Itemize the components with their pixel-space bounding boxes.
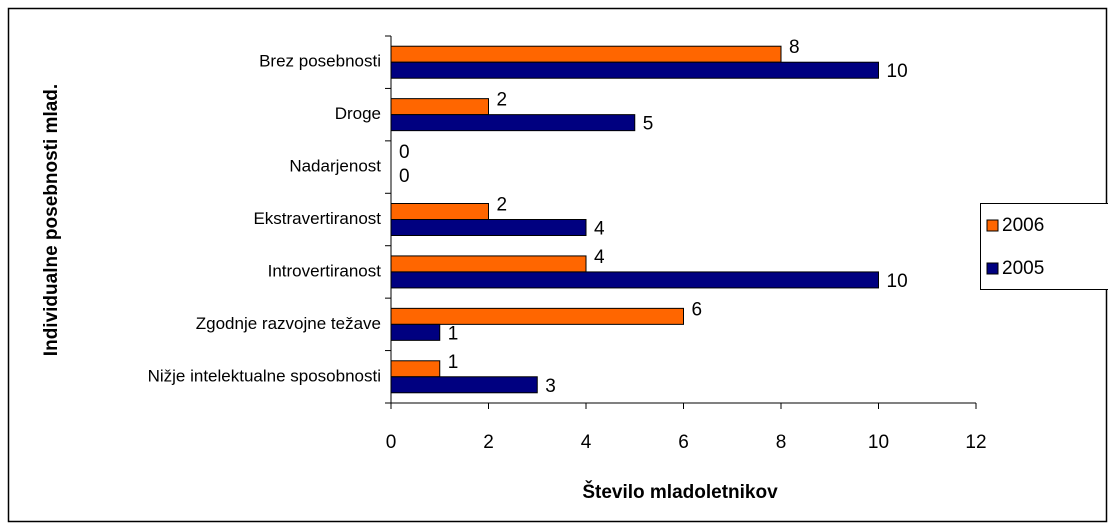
- y-tick-label: Zgodnje razvojne težave: [196, 314, 381, 333]
- value-label: 2: [497, 195, 508, 216]
- y-tick-label: Brez posebnosti: [259, 52, 381, 71]
- y-tick-label: Nadarjenost: [289, 157, 381, 176]
- x-axis-title: Število mladoletnikov: [582, 481, 778, 503]
- y-tick-label: Droge: [335, 104, 381, 123]
- value-label: 2: [497, 90, 508, 111]
- legend-box: [980, 203, 1108, 290]
- bar: [390, 203, 489, 220]
- x-tick-label: 4: [581, 432, 592, 453]
- x-tick-label: 6: [678, 432, 689, 453]
- x-tick-label: 2: [483, 432, 494, 453]
- bar: [390, 255, 587, 273]
- x-tick-label: 10: [868, 432, 889, 453]
- bar: [390, 45, 782, 63]
- y-tick-label: Introvertiranost: [268, 261, 382, 280]
- value-label: 4: [594, 219, 605, 240]
- value-label: 1: [448, 352, 459, 373]
- bar: [390, 219, 587, 236]
- value-label: 1: [448, 323, 459, 344]
- bar: [390, 61, 879, 79]
- value-label: 10: [887, 271, 908, 292]
- x-tick-label: 12: [965, 432, 986, 453]
- value-label: 0: [399, 142, 410, 163]
- bar: [390, 271, 879, 289]
- value-label: 3: [545, 376, 556, 397]
- bar: [390, 376, 538, 394]
- value-label: 8: [789, 37, 800, 58]
- legend-swatch: [986, 262, 999, 275]
- value-label: 6: [692, 299, 703, 320]
- legend-swatch: [986, 219, 999, 232]
- value-label: 5: [643, 114, 654, 135]
- y-tick-label: Ekstravertiranost: [253, 209, 381, 228]
- bar: [390, 323, 441, 341]
- y-tick-label: Nižje intelektualne sposobnosti: [148, 366, 381, 385]
- y-axis-title: Individualne posebnosti mlad.: [41, 84, 62, 356]
- x-tick-label: 0: [386, 432, 397, 453]
- bar: [390, 307, 684, 325]
- bar: [390, 114, 636, 132]
- bar: [390, 360, 441, 378]
- value-label: 4: [594, 247, 605, 268]
- value-label: 0: [399, 166, 410, 187]
- x-tick-label: 8: [776, 432, 787, 453]
- value-label: 10: [887, 61, 908, 82]
- bar: [390, 98, 489, 116]
- legend-label: 2006: [1002, 215, 1044, 236]
- legend-label: 2005: [1002, 258, 1044, 279]
